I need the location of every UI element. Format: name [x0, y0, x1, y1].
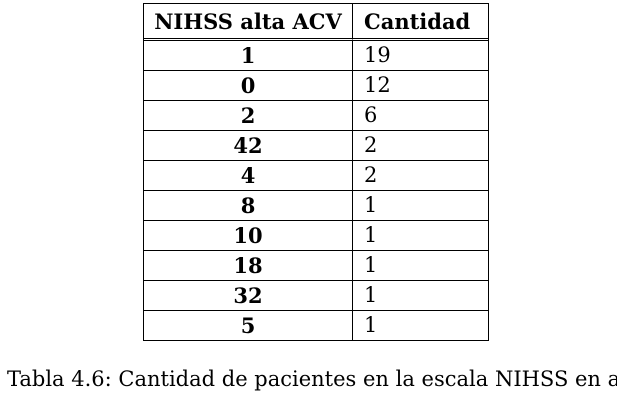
- nihss-cell: 8: [144, 191, 353, 221]
- nihss-cell: 18: [144, 251, 353, 281]
- cantidad-cell: 1: [353, 251, 488, 281]
- table-row: 4 2: [144, 161, 488, 191]
- nihss-cell: 4: [144, 161, 353, 191]
- table-header: NIHSS alta ACV Cantidad: [144, 4, 488, 41]
- table-row: 0 12: [144, 71, 488, 101]
- table-row: 8 1: [144, 191, 488, 221]
- table-row: 32 1: [144, 281, 488, 311]
- nihss-cell: 1: [144, 41, 353, 71]
- table-row: 10 1: [144, 221, 488, 251]
- cantidad-cell: 1: [353, 221, 488, 251]
- cantidad-cell: 6: [353, 101, 488, 131]
- table-row: 5 1: [144, 311, 488, 340]
- header-row: NIHSS alta ACV Cantidad: [144, 4, 488, 41]
- nihss-table: NIHSS alta ACV Cantidad 1 19 0 12 2 6 42…: [143, 3, 489, 341]
- cantidad-cell: 19: [353, 41, 488, 71]
- nihss-cell: 2: [144, 101, 353, 131]
- nihss-cell: 42: [144, 131, 353, 161]
- table-row: 42 2: [144, 131, 488, 161]
- nihss-cell: 10: [144, 221, 353, 251]
- table-row: 1 19: [144, 41, 488, 71]
- cantidad-cell: 2: [353, 131, 488, 161]
- header-cantidad: Cantidad: [353, 4, 488, 41]
- cantidad-cell: 1: [364, 313, 378, 337]
- table-row: 18 1: [144, 251, 488, 281]
- nihss-cell: 5: [144, 311, 353, 340]
- table-body: 1 19 0 12 2 6 42 2 4 2 8 1: [144, 41, 488, 340]
- cantidad-cell: 12: [353, 71, 488, 101]
- header-nihss: NIHSS alta ACV: [144, 4, 353, 41]
- cantidad-cell: 1: [353, 281, 488, 311]
- nihss-table-container: NIHSS alta ACV Cantidad 1 19 0 12 2 6 42…: [143, 3, 489, 341]
- table-caption: Tabla 4.6: Cantidad de pacientes en la e…: [7, 367, 617, 391]
- table-row: 2 6: [144, 101, 488, 131]
- cantidad-cell: 1: [353, 191, 488, 221]
- nihss-cell: 32: [144, 281, 353, 311]
- nihss-cell: 0: [144, 71, 353, 101]
- cantidad-cell: 2: [353, 161, 488, 191]
